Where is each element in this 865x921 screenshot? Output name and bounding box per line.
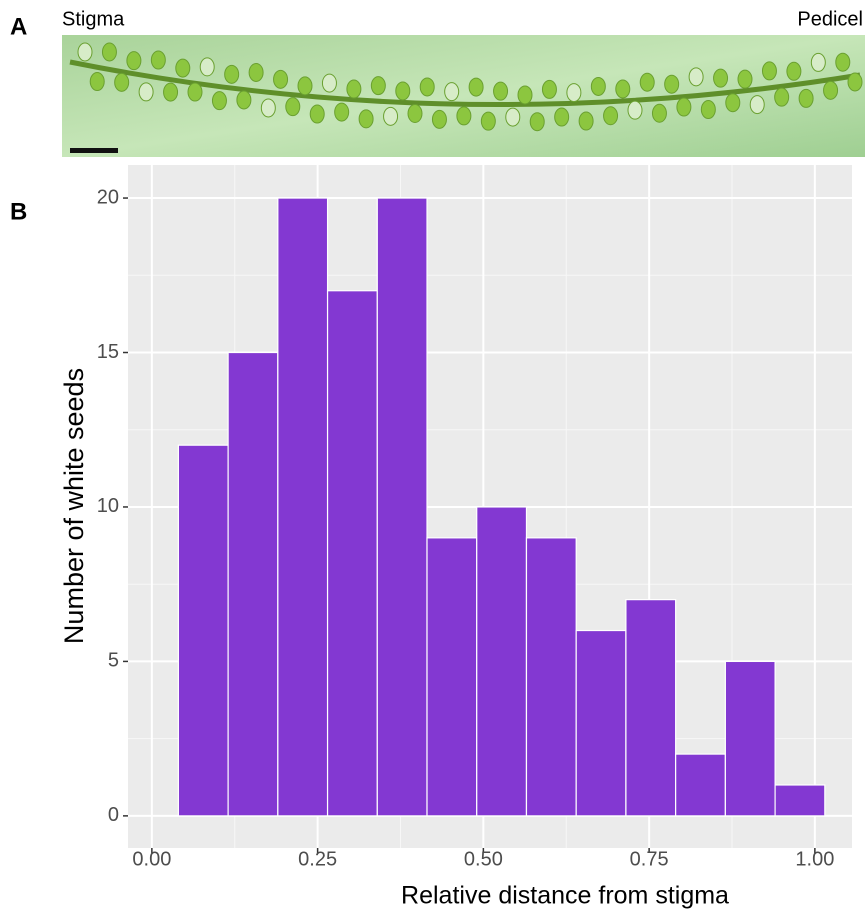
panel-label: B (10, 198, 27, 225)
bar (575, 629, 627, 817)
seed (737, 69, 753, 89)
seed (786, 61, 802, 81)
bar (774, 784, 826, 817)
seed (505, 107, 521, 127)
seed (651, 103, 667, 123)
bar (326, 290, 378, 817)
seed (431, 109, 447, 129)
seed (688, 67, 704, 87)
seed (615, 79, 631, 99)
pedicel-label: Pedicel (797, 8, 863, 30)
x-tick-label: 0.75 (630, 848, 669, 870)
seed (456, 106, 472, 126)
seed (334, 102, 350, 122)
seed (77, 42, 93, 62)
seed (211, 91, 227, 111)
seed (370, 76, 386, 96)
y-tick-label: 20 (97, 186, 119, 208)
seed (150, 50, 166, 70)
bar (476, 506, 528, 817)
seed (175, 58, 191, 78)
seed (273, 69, 289, 89)
seed (761, 61, 777, 81)
seed (554, 107, 570, 127)
seed (346, 79, 362, 99)
seed (297, 76, 313, 96)
seed (798, 88, 814, 108)
seed (199, 57, 215, 77)
seed (468, 77, 484, 97)
seed (383, 106, 399, 126)
bar (426, 537, 478, 817)
seed (89, 72, 105, 92)
bar (675, 753, 726, 817)
seed (774, 87, 790, 107)
x-tick-label: 0.25 (298, 848, 337, 870)
x-tick-label: 0.00 (132, 848, 171, 870)
seed (749, 95, 765, 115)
photo-background (62, 35, 865, 157)
seed (590, 76, 606, 96)
seed (285, 97, 301, 117)
seed (541, 79, 557, 99)
scale-bar (70, 148, 118, 153)
seed (248, 62, 264, 82)
seed (480, 111, 496, 131)
seed (114, 72, 130, 92)
seed (529, 112, 545, 132)
panel-label: A (10, 13, 27, 40)
seed (700, 100, 716, 120)
seed (407, 104, 423, 124)
seed (444, 82, 460, 102)
seed (321, 73, 337, 93)
seed (517, 85, 533, 105)
seed (676, 97, 692, 117)
seed (419, 77, 435, 97)
seed (101, 42, 117, 62)
silique-photo (62, 35, 865, 157)
seed (309, 104, 325, 124)
seed (566, 83, 582, 103)
seed (664, 74, 680, 94)
y-tick-label: 0 (108, 804, 119, 826)
stigma-label: Stigma (62, 8, 125, 30)
y-tick-label: 10 (97, 495, 119, 517)
seed (260, 98, 276, 118)
x-tick-label: 0.50 (464, 848, 503, 870)
y-tick-label: 15 (97, 341, 119, 363)
seed (358, 109, 374, 129)
bar (177, 444, 229, 817)
bar (376, 197, 428, 817)
seed (725, 93, 741, 113)
seed (163, 82, 179, 102)
seed (126, 51, 142, 71)
seed (847, 72, 863, 92)
bar (525, 537, 577, 817)
bar (277, 197, 329, 817)
x-axis-title: Relative distance from stigma (401, 882, 729, 910)
seed (603, 106, 619, 126)
seed (639, 72, 655, 92)
stem (69, 59, 861, 108)
seed (810, 52, 826, 72)
seed (835, 52, 851, 72)
y-axis-title: Number of white seeds (59, 368, 89, 644)
y-tick-label: 5 (108, 650, 119, 672)
seed (395, 81, 411, 101)
x-tick-label: 1.00 (795, 848, 834, 870)
seed (224, 64, 240, 84)
bar (227, 351, 279, 817)
seed (823, 80, 839, 100)
seed (713, 68, 729, 88)
seed (493, 81, 509, 101)
seed (236, 90, 252, 110)
bar (724, 660, 776, 817)
seed (578, 111, 594, 131)
bar (625, 599, 677, 817)
seed (627, 100, 643, 120)
seed (187, 82, 203, 102)
seed (138, 82, 154, 102)
